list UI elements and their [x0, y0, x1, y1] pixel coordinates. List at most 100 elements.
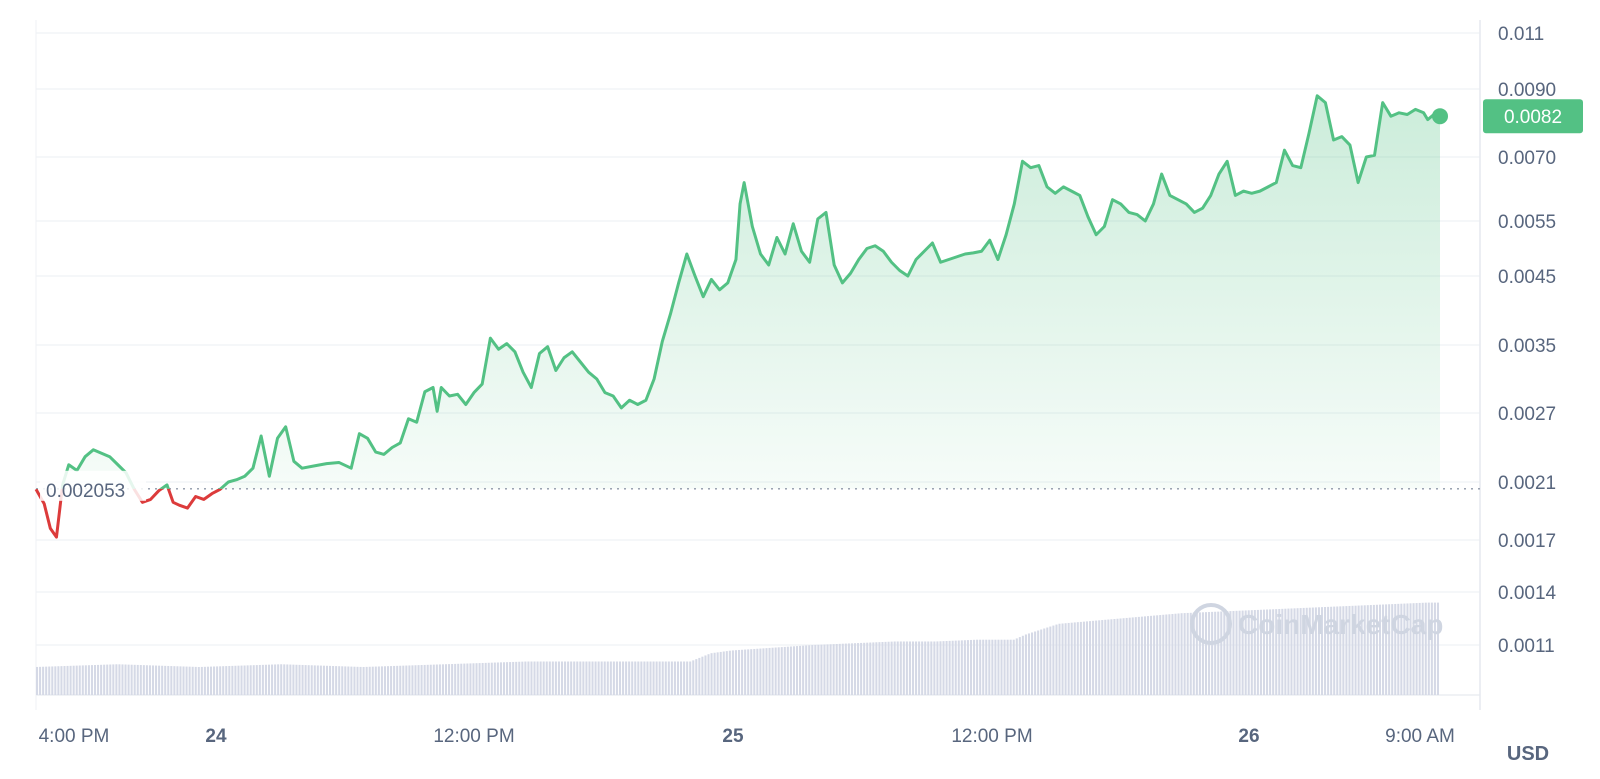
- volume-bar: [762, 648, 765, 695]
- volume-bar: [863, 642, 866, 695]
- volume-bar: [521, 661, 524, 695]
- volume-bar: [69, 665, 72, 695]
- volume-bar: [747, 649, 750, 695]
- volume-bar: [1363, 605, 1366, 695]
- current-price-dot[interactable]: [1432, 108, 1448, 125]
- volume-bar: [805, 645, 808, 695]
- volume-bar: [673, 661, 676, 695]
- volume-bar: [585, 661, 588, 695]
- volume-bar: [814, 644, 817, 695]
- volume-bar: [390, 666, 393, 695]
- volume-bar: [142, 665, 145, 695]
- volume-bar: [481, 662, 484, 695]
- y-tick-label: 0.011: [1498, 24, 1544, 45]
- volume-bar: [918, 641, 921, 695]
- x-axis: 4:00 PM 24 12:00 PM 25 12:00 PM 26 9:00 AM: [39, 726, 1455, 747]
- volume-bar: [499, 662, 502, 695]
- volume-bar: [417, 665, 420, 695]
- volume-bar: [1055, 624, 1058, 695]
- volume-bar: [902, 641, 905, 695]
- volume-bar: [695, 659, 698, 695]
- volume-bar: [722, 651, 725, 695]
- volume-bar: [127, 664, 130, 695]
- volume-bar: [1241, 610, 1244, 695]
- volume-bar: [420, 665, 423, 695]
- volume-bar: [738, 649, 741, 695]
- volume-bar: [774, 647, 777, 695]
- volume-bar: [274, 664, 277, 695]
- volume-bar: [1317, 607, 1320, 695]
- volume-bar: [475, 663, 478, 695]
- x-tick-label: 24: [205, 726, 227, 747]
- volume-bar: [857, 643, 860, 695]
- volume-bar: [408, 665, 411, 695]
- volume-bar: [338, 666, 341, 695]
- volume-bar: [921, 641, 924, 695]
- volume-bar: [802, 645, 805, 695]
- volume-bar: [1433, 602, 1436, 695]
- y-tick-label: 0.0045: [1498, 267, 1556, 288]
- volume-bar: [374, 666, 377, 695]
- volume-bar: [628, 661, 631, 695]
- volume-bar: [826, 644, 829, 695]
- volume-bar: [234, 665, 237, 695]
- volume-bar: [661, 661, 664, 695]
- x-tick-label: 25: [722, 726, 744, 747]
- volume-bar: [667, 661, 670, 695]
- volume-bar: [841, 643, 844, 695]
- volume-bar: [869, 642, 872, 695]
- volume-bar: [576, 661, 579, 695]
- volume-bar: [1089, 621, 1092, 695]
- volume-bar: [66, 665, 69, 695]
- volume-bar: [301, 664, 304, 695]
- volume-bar: [292, 664, 295, 695]
- volume-bar: [240, 665, 243, 695]
- volume-bar: [1421, 602, 1424, 695]
- volume-bar: [380, 666, 383, 695]
- volume-bar: [1238, 610, 1241, 695]
- y-tick-label: 0.0055: [1498, 212, 1556, 233]
- volume-bar: [1305, 607, 1308, 695]
- volume-bar: [838, 643, 841, 695]
- reference-value-label: 0.002053: [46, 481, 125, 502]
- volume-bar: [1183, 613, 1186, 695]
- x-tick-label: 12:00 PM: [433, 726, 514, 747]
- volume-bar: [1113, 619, 1116, 695]
- volume-bar: [1409, 603, 1412, 695]
- volume-bar: [295, 664, 298, 695]
- volume-bar: [176, 666, 179, 695]
- y-axis: 0.011 0.0090 0.0070 0.0055 0.0045 0.0035 0.002…: [1498, 24, 1557, 657]
- volume-bar: [1269, 609, 1272, 695]
- coinmarketcap-logo-icon: [1190, 603, 1232, 645]
- volume-bar: [808, 645, 811, 695]
- volume-bar: [734, 650, 737, 695]
- volume-bar: [927, 641, 930, 695]
- volume-bar: [1125, 617, 1128, 695]
- volume-bar: [246, 665, 249, 695]
- volume-bar: [1024, 634, 1027, 695]
- volume-bar: [539, 661, 542, 695]
- volume-bar: [261, 664, 264, 695]
- price-area: [36, 95, 1440, 489]
- volume-bar: [1226, 611, 1229, 695]
- volume-bar: [1098, 620, 1101, 695]
- volume-bar: [536, 661, 539, 695]
- volume-bar: [618, 661, 622, 695]
- volume-bar: [1382, 604, 1385, 695]
- volume-bar: [179, 666, 182, 695]
- volume-bar: [1397, 603, 1400, 695]
- volume-bar: [512, 661, 515, 695]
- volume-bar: [63, 666, 66, 695]
- volume-bar: [792, 646, 795, 695]
- volume-bar: [448, 664, 451, 695]
- volume-bar: [911, 641, 915, 695]
- volume-bar: [1046, 627, 1049, 695]
- volume-bar: [1116, 618, 1119, 695]
- volume-bar: [1208, 612, 1211, 695]
- volume-bar: [649, 661, 652, 695]
- volume-bar: [1290, 608, 1293, 695]
- volume-bar: [316, 665, 319, 695]
- volume-bar: [948, 640, 951, 695]
- volume-bar: [115, 664, 118, 695]
